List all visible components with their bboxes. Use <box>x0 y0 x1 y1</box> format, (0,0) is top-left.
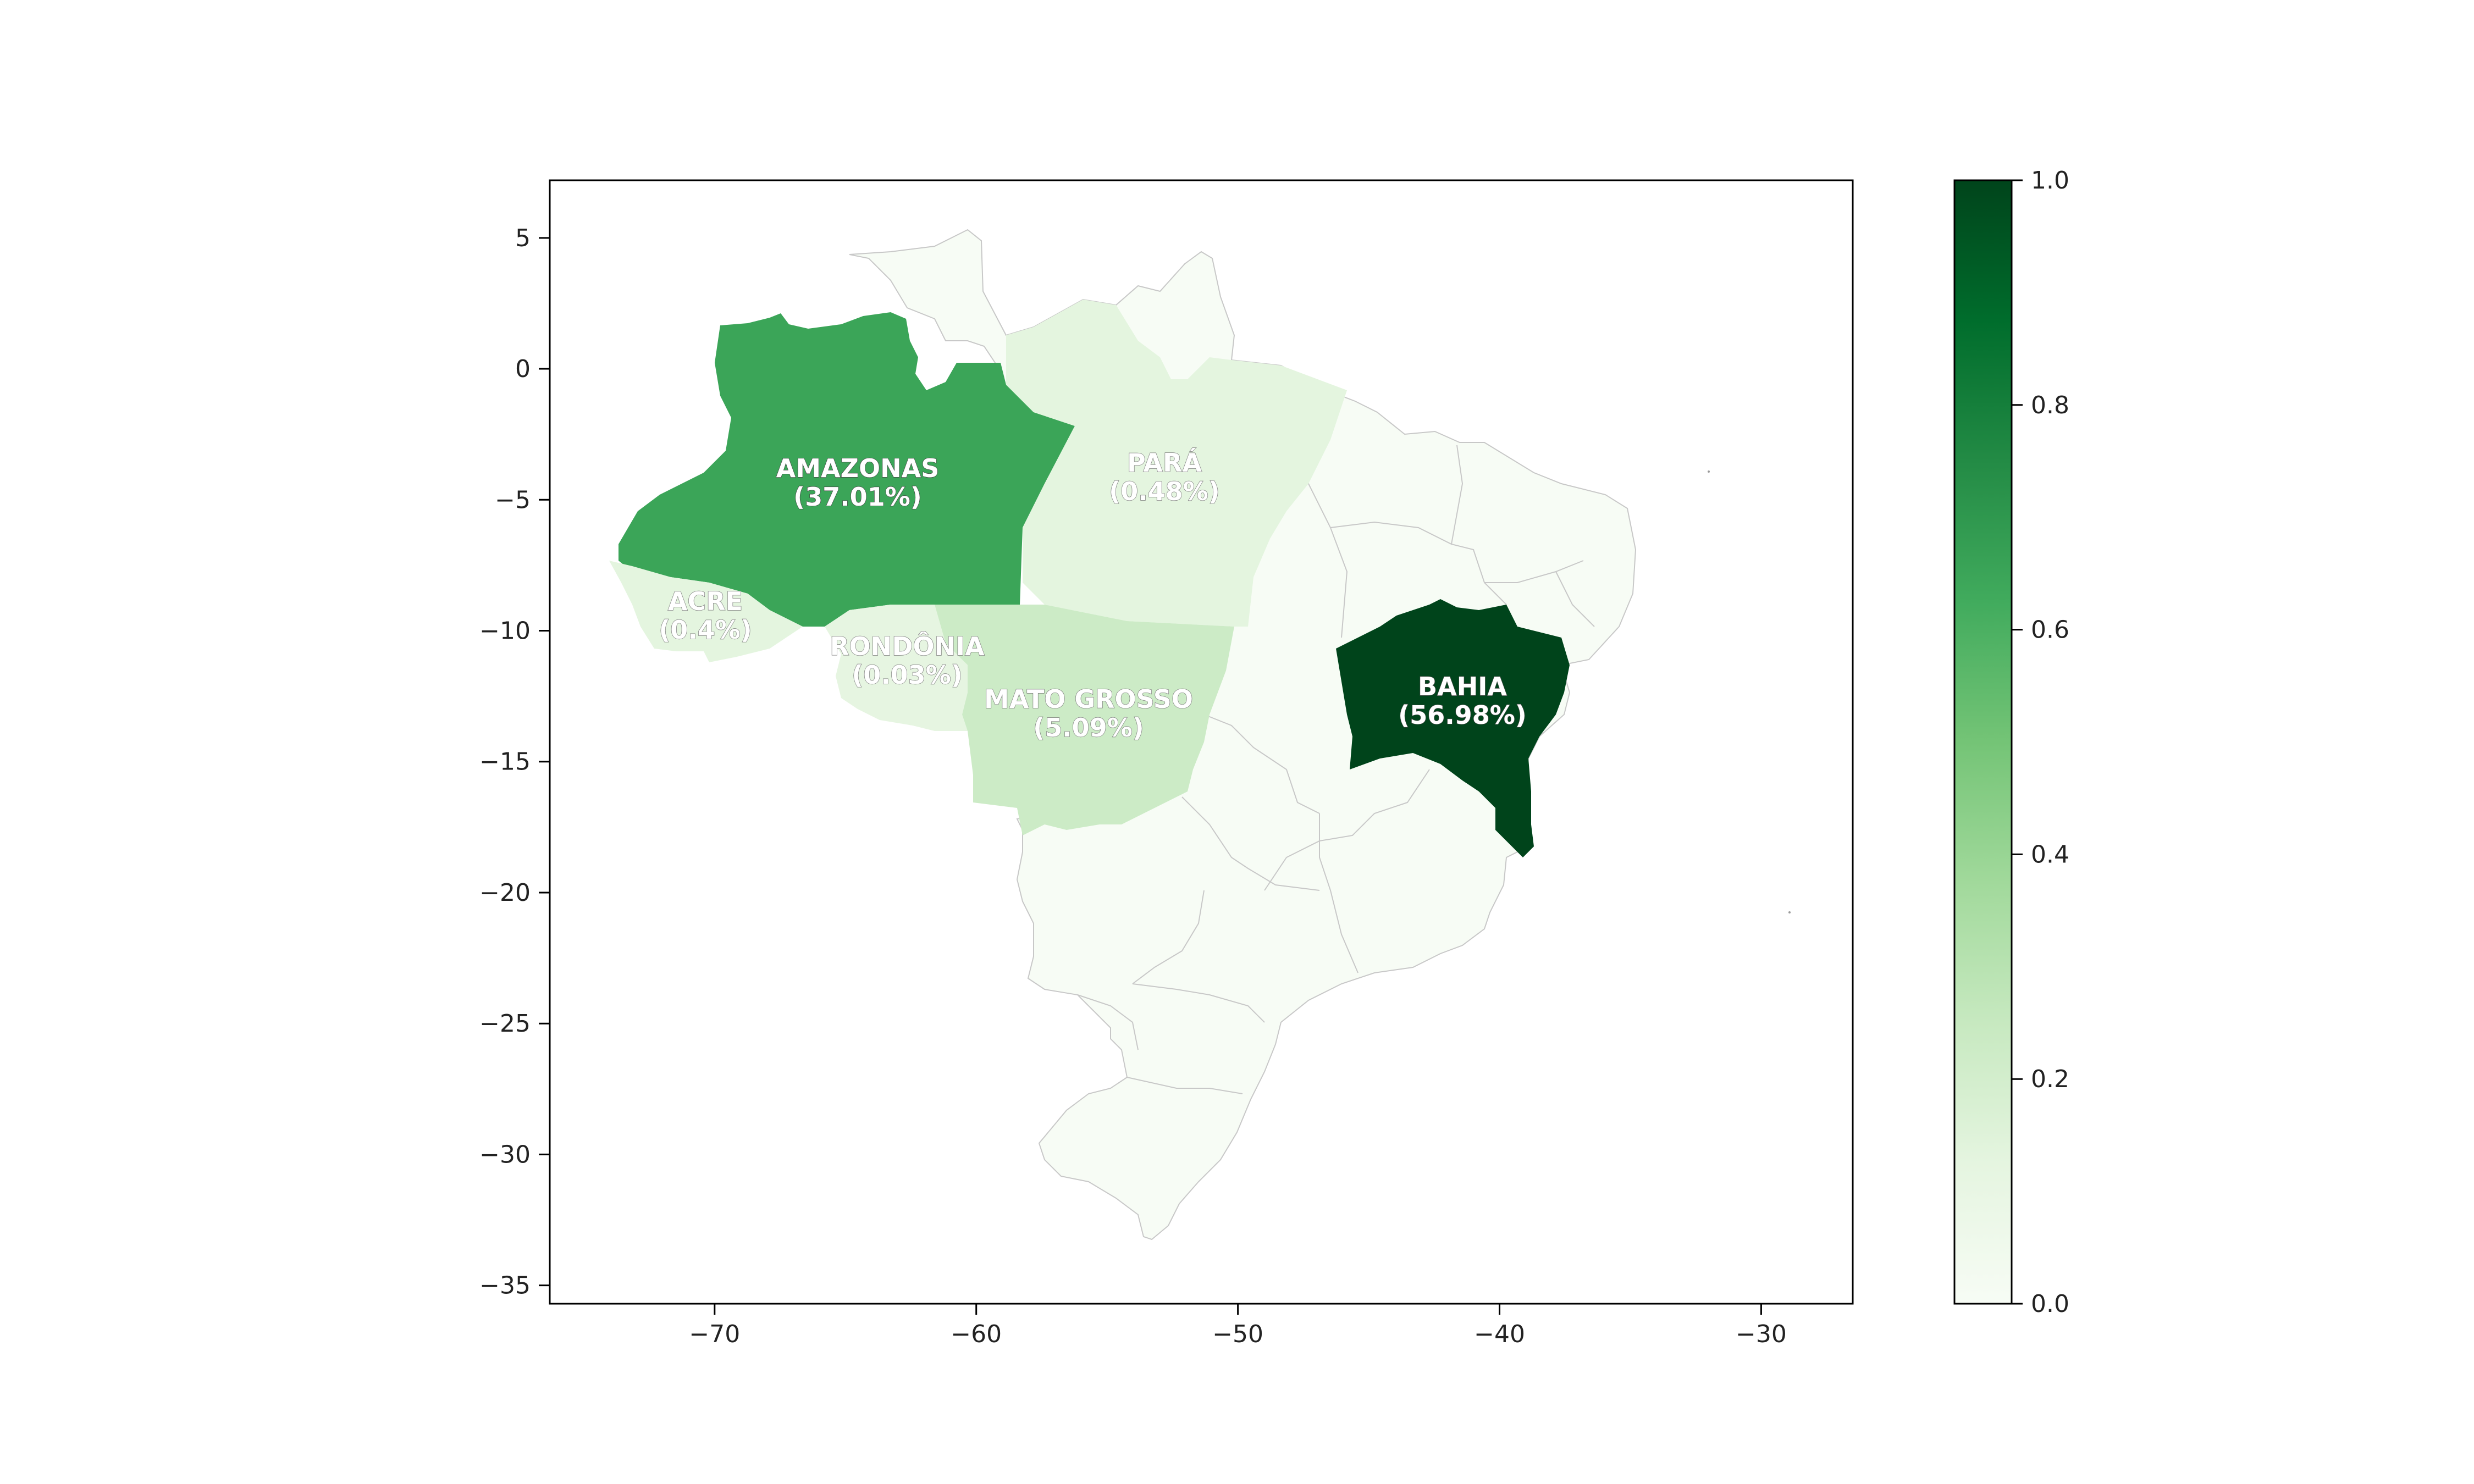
x-axis-ticks: −70 −60 −50 −40 −30 <box>689 1304 1787 1348</box>
state-label-para-name: PARÁ <box>1127 448 1202 478</box>
state-label-mato-grosso-name: MATO GROSSO <box>984 684 1193 714</box>
state-label-acre-name: ACRE <box>668 586 743 616</box>
state-label-bahia-pct: (56.98%) <box>1398 700 1527 730</box>
y-tick-label: −25 <box>479 1010 531 1038</box>
state-bahia <box>1336 599 1570 857</box>
colorbar-tick-label: 0.8 <box>2031 391 2069 419</box>
state-label-bahia-name: BAHIA <box>1418 672 1507 701</box>
y-tick-label: 5 <box>515 224 531 252</box>
state-para <box>1006 300 1347 627</box>
colorbar-tick-label: 0.2 <box>2031 1065 2069 1093</box>
y-tick-label: −20 <box>479 879 531 907</box>
x-tick-label: −40 <box>1474 1320 1525 1348</box>
y-axis-ticks: 5 0 −5 −10 −15 −20 −25 −30 −35 <box>479 224 550 1300</box>
state-labels: AMAZONAS (37.01%) PARÁ (0.48%) ACRE (0.4… <box>658 447 1527 743</box>
island-dot <box>1708 470 1710 473</box>
island-dot <box>1788 911 1791 913</box>
colorbar-tick-label: 0.4 <box>2031 840 2069 868</box>
state-label-rondonia-name: RONDÔNIA <box>830 632 985 661</box>
state-label-rondonia-pct: (0.03%) <box>852 660 963 690</box>
colorbar-tick-label: 0.0 <box>2031 1290 2069 1318</box>
colorbar-ticks: 0.0 0.2 0.4 0.6 0.8 1.0 <box>2012 167 2069 1318</box>
x-tick-label: −50 <box>1212 1320 1263 1348</box>
y-tick-label: −15 <box>479 748 531 776</box>
state-label-mato-grosso-pct: (5.09%) <box>1033 713 1144 743</box>
x-tick-label: −30 <box>1736 1320 1787 1348</box>
y-tick-label: −35 <box>479 1272 531 1300</box>
x-tick-label: −60 <box>951 1320 1002 1348</box>
y-tick-label: 0 <box>515 355 531 383</box>
colorbar-tick-label: 1.0 <box>2031 167 2069 195</box>
state-acre <box>609 561 803 662</box>
state-label-acre-pct: (0.4%) <box>659 615 752 645</box>
x-tick-label: −70 <box>689 1320 740 1348</box>
colorbar <box>1953 179 2013 1305</box>
state-label-amazonas-name: AMAZONAS <box>776 453 940 483</box>
state-amazonas <box>618 312 1075 627</box>
map-axes-frame <box>549 179 1854 1305</box>
state-label-amazonas-pct: (37.01%) <box>793 482 922 512</box>
state-mato-grosso <box>935 605 1234 835</box>
state-label-para-pct: (0.48%) <box>1109 477 1220 506</box>
colorbar-tick-label: 0.6 <box>2031 616 2069 644</box>
y-tick-label: −30 <box>479 1140 531 1169</box>
y-tick-label: −5 <box>495 486 531 514</box>
y-tick-label: −10 <box>479 617 531 645</box>
state-rondonia <box>825 605 968 731</box>
brazil-map <box>609 229 1791 1241</box>
